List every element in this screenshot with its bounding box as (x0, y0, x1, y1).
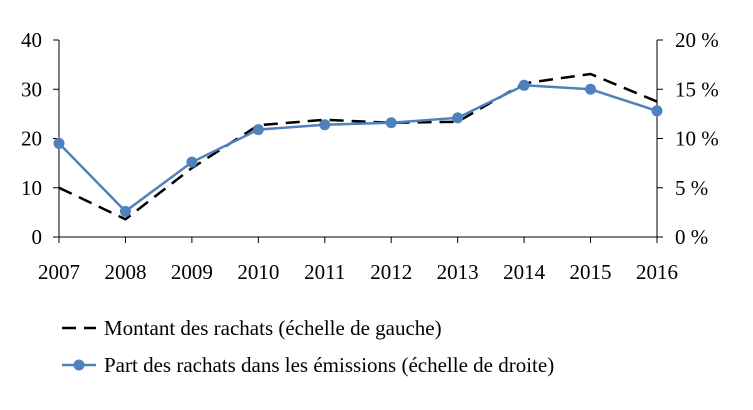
right-tick-label: 5 % (675, 176, 708, 200)
series-part-marker (252, 124, 264, 136)
right-tick-label: 15 % (675, 77, 719, 101)
series-part-marker (518, 79, 530, 91)
series-part-marker (651, 105, 663, 117)
x-tick-label: 2008 (104, 260, 146, 284)
legend-montant-label: Montant des rachats (échelle de gauche) (104, 316, 442, 340)
x-tick-label: 2014 (503, 260, 546, 284)
x-tick-label: 2009 (171, 260, 213, 284)
series-part-line (58, 84, 658, 214)
x-tick-label: 2007 (38, 260, 80, 284)
x-tick-label: 2012 (370, 260, 412, 284)
x-tick-label: 2010 (237, 260, 279, 284)
left-tick-label: 20 (21, 127, 42, 151)
left-tick-label: 0 (32, 225, 43, 249)
left-tick-label: 40 (21, 28, 42, 52)
left-tick-label: 30 (21, 77, 42, 101)
series-part-marker (186, 156, 198, 168)
x-tick-label: 2016 (636, 260, 678, 284)
series-part-marker (385, 117, 397, 129)
x-tick-label: 2015 (570, 260, 612, 284)
series-montant-line (58, 72, 658, 221)
right-tick-label: 20 % (675, 28, 719, 52)
series-part-marker (119, 205, 131, 217)
left-tick-label: 10 (21, 176, 42, 200)
x-tick-label: 2013 (437, 260, 479, 284)
right-tick-label: 10 % (675, 127, 719, 151)
x-tick-label: 2011 (304, 260, 345, 284)
legend-part-label: Part des rachats dans les émissions (éch… (104, 353, 554, 377)
series-part-marker (452, 112, 464, 124)
legend-part-marker (73, 359, 85, 371)
right-tick-label: 0 % (675, 225, 708, 249)
series-part-marker (319, 119, 331, 131)
series-part-marker (53, 137, 65, 149)
series-part-marker (585, 83, 597, 95)
